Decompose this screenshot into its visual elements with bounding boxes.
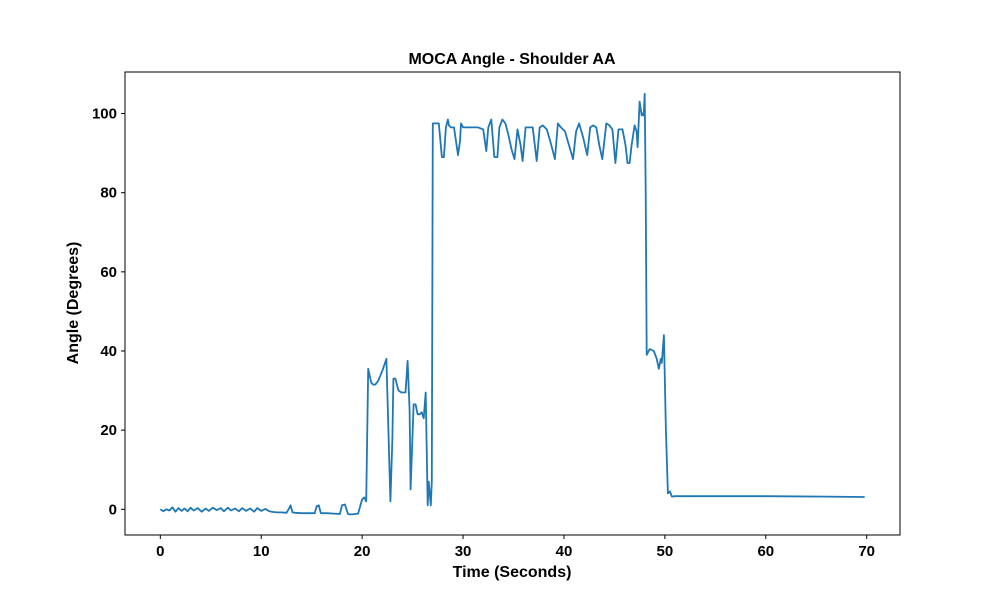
plot-frame	[124, 71, 901, 536]
x-tick-label: 70	[858, 543, 875, 560]
x-tick-label: 20	[354, 543, 371, 560]
x-tick-label: 50	[657, 543, 674, 560]
y-axis-label: Angle (Degrees)	[65, 242, 82, 365]
y-tick-label: 20	[100, 422, 117, 439]
x-tick-label: 10	[253, 543, 270, 560]
y-tick-label: 100	[92, 106, 117, 123]
axis-ticks: 0 10 20 30 40 50 60 70 0 20 40 60 80 100	[92, 106, 875, 560]
y-tick-label: 60	[100, 264, 117, 281]
series-line-1	[159, 92, 865, 516]
x-tick-label: 30	[455, 543, 472, 560]
chart-title: MOCA Angle - Shoulder AA	[408, 51, 616, 68]
x-tick-label: 60	[757, 543, 774, 560]
y-tick-label: 80	[100, 185, 117, 202]
y-tick-label: 0	[109, 501, 117, 518]
x-tick-label: 0	[156, 543, 164, 560]
x-axis-label: Time (Seconds)	[453, 564, 572, 581]
plot-area	[159, 92, 865, 516]
y-tick-label: 40	[100, 343, 117, 360]
x-tick-label: 40	[556, 543, 573, 560]
